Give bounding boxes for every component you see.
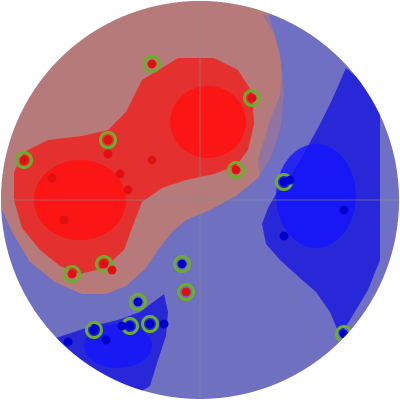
blue-point-6	[159, 319, 169, 329]
red-core-top	[170, 86, 246, 158]
blue-point-11	[89, 325, 99, 335]
red-point-0	[147, 59, 157, 69]
blue-point-2	[339, 205, 349, 215]
blue-point-3	[279, 231, 289, 241]
blue-core-right	[276, 144, 356, 248]
red-point-2	[103, 135, 113, 145]
red-point-highlight-ring-1	[243, 89, 261, 107]
red-point-highlight-ring-0	[143, 55, 161, 73]
red-point-4	[147, 155, 157, 165]
blue-point-highlight-ring-4	[173, 255, 191, 273]
red-point-highlight-ring-9	[227, 161, 245, 179]
blue-point-highlight-ring-8	[141, 315, 159, 333]
red-point-1	[247, 93, 257, 103]
blue-point-14	[339, 329, 349, 339]
red-point-7	[115, 169, 125, 179]
red-point-14	[181, 287, 191, 297]
blue-point-7	[125, 321, 135, 331]
red-point-highlight-ring-2	[99, 131, 117, 149]
red-point-3	[103, 149, 113, 159]
red-point-10	[59, 215, 69, 225]
blue-point-highlight-ring-11	[85, 321, 103, 339]
red-point-highlight-ring-11	[95, 255, 113, 273]
points-layer	[15, 55, 353, 347]
red-point-highlight-ring-13	[63, 265, 81, 283]
red-point-11	[99, 259, 109, 269]
red-point-6	[47, 173, 57, 183]
blue-point-13	[63, 337, 73, 347]
blue-point-9	[117, 321, 127, 331]
blue-point-8	[145, 319, 155, 329]
blue-point-1	[285, 175, 295, 185]
blue-point-4	[177, 259, 187, 269]
red-point-8	[123, 185, 133, 195]
blue-point-highlight-ring-5	[129, 293, 147, 311]
red-point-5	[19, 155, 29, 165]
blue-point-12	[101, 335, 111, 345]
red-point-highlight-ring-14	[177, 283, 195, 301]
red-point-13	[67, 269, 77, 279]
red-point-9	[231, 165, 241, 175]
red-point-12	[107, 265, 117, 275]
blue-point-5	[133, 297, 143, 307]
red-point-highlight-ring-5	[15, 151, 33, 169]
